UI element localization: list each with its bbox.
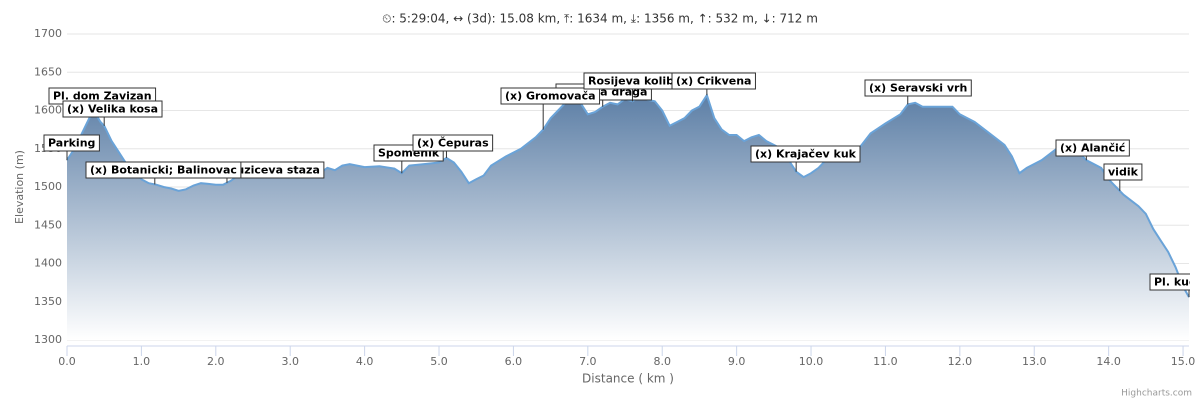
annotation: Pl. dom Zavizan	[48, 87, 157, 113]
x-tick-label: 12.0	[948, 355, 973, 368]
x-tick-label: 5.0	[430, 355, 448, 368]
annotation: (x) Seravski vrh	[864, 79, 972, 105]
x-tick-label: 1.0	[133, 355, 151, 368]
line	[66, 92, 1190, 298]
x-tick-label: 15.0	[1171, 355, 1196, 368]
chart-title: ⏲: 5:29:04, ↔ (3d): 15.08 km, ⤒: 1634 m,…	[382, 12, 818, 26]
annotation: vidik	[1103, 163, 1143, 191]
annotation-box	[864, 79, 972, 97]
credits: Highcharts.com	[1121, 389, 1192, 399]
annotation: Pl. kuća	[1149, 273, 1200, 298]
x-tick-label: 3.0	[281, 355, 299, 368]
annotation-box	[1103, 163, 1143, 181]
annotation: (x) Čepuras	[412, 134, 494, 158]
y-tick-label: 1300	[34, 333, 62, 346]
annotation: (x) Crikvena	[671, 72, 756, 96]
annotation-label: (x) Crikvena	[676, 75, 751, 88]
annotation-label: vidik	[1108, 166, 1139, 179]
x-tick-label: 6.0	[505, 355, 523, 368]
x-tick-label: 14.0	[1096, 355, 1121, 368]
annotation-label: (x) Čepuras	[417, 137, 489, 150]
annotation-box	[500, 87, 601, 105]
annotation: (x) Krajačev kuk	[750, 145, 861, 172]
annotation-label: (x) Velika kosa	[67, 103, 158, 116]
annotation-box	[1149, 273, 1190, 291]
y-axis-title: Elevation (m)	[13, 150, 26, 224]
x-tick-label: 2.0	[207, 355, 225, 368]
annotation-box	[1055, 139, 1130, 157]
annotation: (x) Alančić	[1055, 139, 1130, 161]
x-tick-label: 11.0	[873, 355, 898, 368]
area-fill	[67, 95, 1189, 340]
x-tick-label: 7.0	[579, 355, 597, 368]
y-tick-label: 1600	[34, 104, 62, 117]
y-tick-label: 1350	[34, 295, 62, 308]
x-tick-label: 4.0	[356, 355, 374, 368]
x-tick-label: 9.0	[728, 355, 746, 368]
annotation-box	[750, 145, 861, 163]
annotation-box	[85, 161, 242, 179]
annotation-label: (x) Seravski vrh	[869, 82, 967, 95]
annotation: (x) Velika kosa	[62, 100, 163, 126]
annotation: (x) Botanicki; Balinovac	[85, 161, 242, 185]
annotation: Parking	[43, 134, 100, 161]
annotation: Rosijeva koliba	[583, 72, 686, 102]
annotation-box	[43, 134, 100, 152]
annotation-label: (x) Botanicki; Balinovac	[90, 164, 237, 177]
x-tick-label: 8.0	[653, 355, 671, 368]
y-tick-label: 1400	[34, 257, 62, 270]
annotation-label: (x) Krajačev kuk	[755, 148, 857, 161]
annotation-box	[671, 72, 756, 90]
x-tick-label: 13.0	[1022, 355, 1047, 368]
annotation-label: (x) Alančić	[1060, 142, 1126, 155]
y-tick-label: 1500	[34, 180, 62, 193]
annotation-label: Rosijeva koliba	[588, 75, 681, 88]
annotation-box	[62, 100, 163, 118]
annotation-box	[412, 134, 494, 152]
annotation-label: (x) Gromovača	[505, 90, 596, 103]
y-tick-label: 1700	[34, 27, 62, 40]
annotation: (x) Gromovača	[500, 87, 601, 130]
y-tick-label: 1650	[34, 65, 62, 78]
annotation-label: Pl. kuća	[1154, 276, 1200, 289]
x-axis-title: Distance ( km )	[582, 372, 674, 386]
annotation-label: Parking	[48, 137, 95, 150]
x-tick-label: 10.0	[799, 355, 824, 368]
annotation-label: Pl. dom Zavizan	[53, 90, 152, 103]
y-tick-label: 1450	[34, 218, 62, 231]
x-tick-label: 0.0	[58, 355, 76, 368]
